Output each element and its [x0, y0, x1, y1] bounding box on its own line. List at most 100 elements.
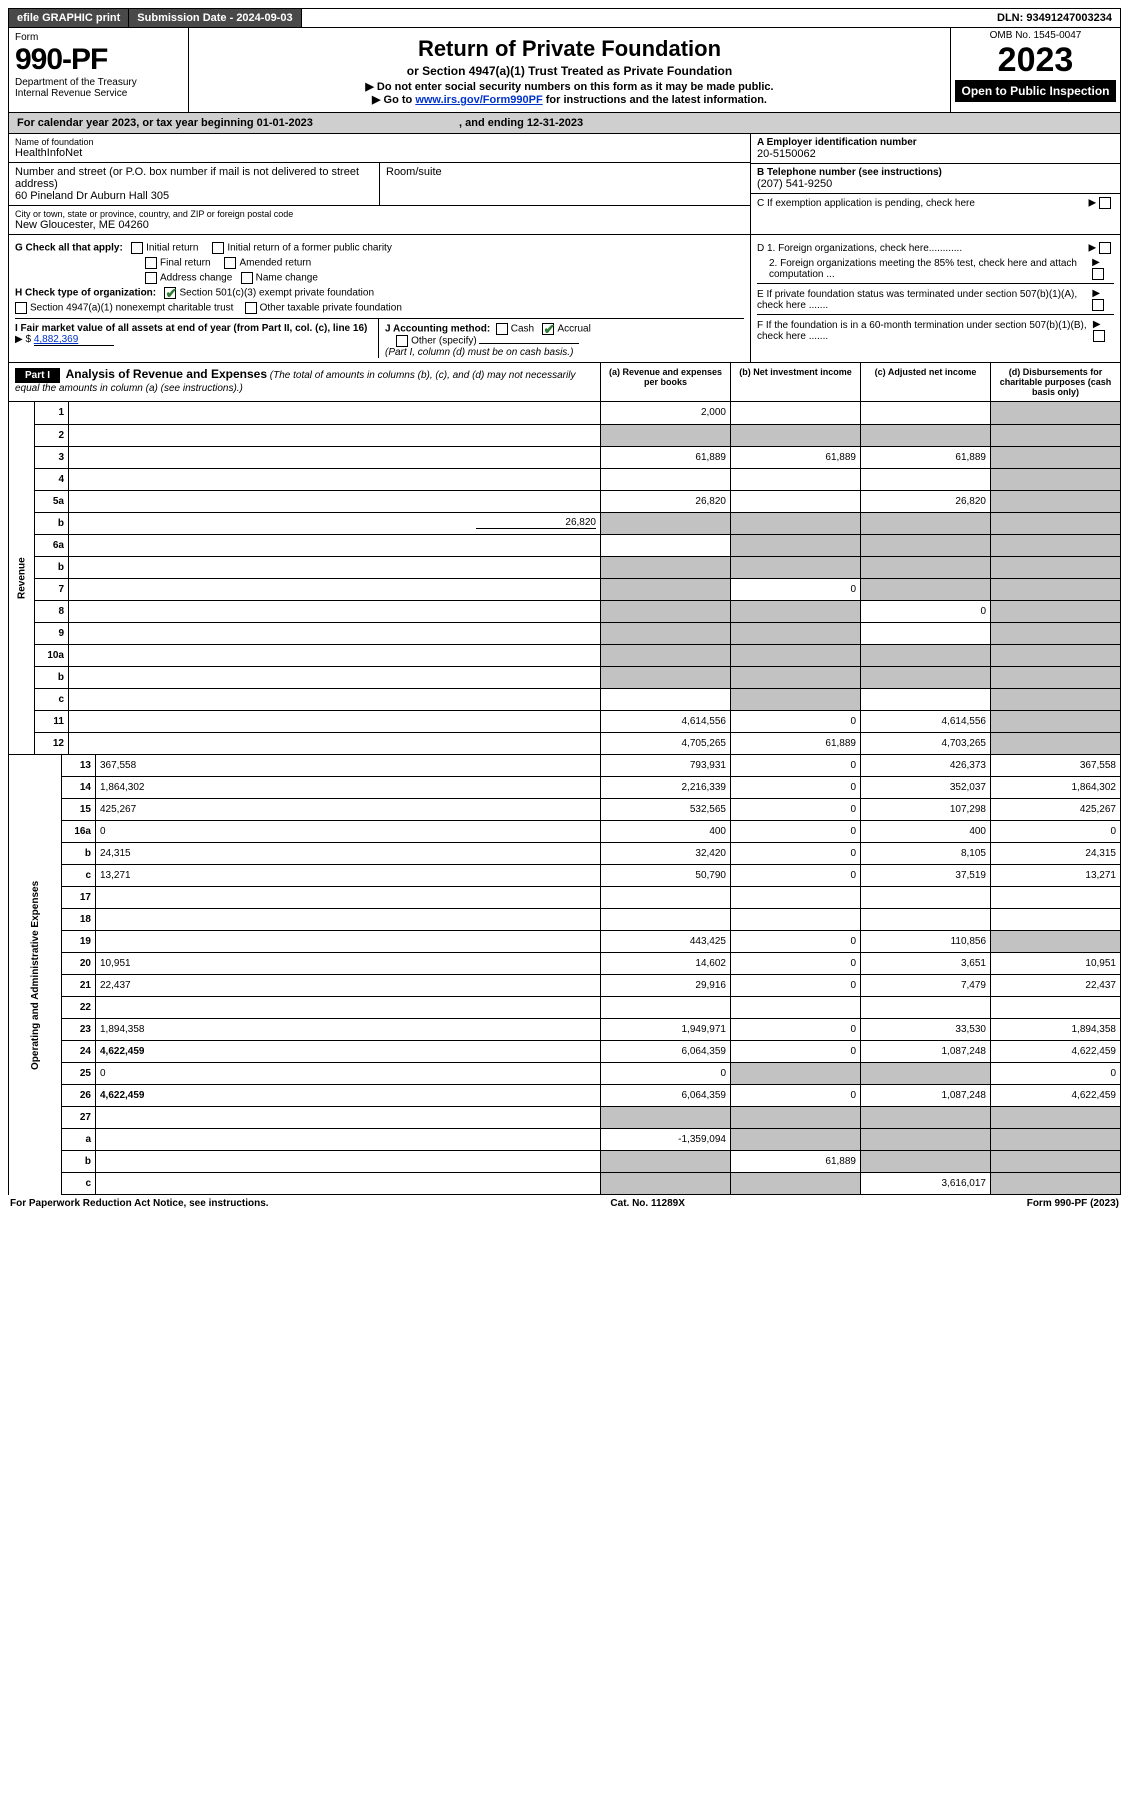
line-description	[69, 402, 601, 424]
line-number: 14	[62, 777, 96, 799]
line-number: 19	[62, 931, 96, 953]
initial-return-checkbox[interactable]	[131, 242, 143, 254]
other-taxable-checkbox[interactable]	[245, 302, 257, 314]
value-cell: 0	[731, 1041, 861, 1063]
value-cell: 0	[731, 821, 861, 843]
irs-link[interactable]: www.irs.gov/Form990PF	[415, 94, 542, 106]
line-description: 0	[96, 1063, 601, 1085]
value-cell	[861, 1107, 991, 1129]
value-cell	[991, 490, 1121, 512]
city-value: New Gloucester, ME 04260	[15, 219, 744, 231]
line-description: 22,437	[96, 975, 601, 997]
value-cell	[991, 446, 1121, 468]
d2-checkbox[interactable]	[1092, 268, 1104, 280]
value-cell	[991, 424, 1121, 446]
line-number: c	[35, 688, 69, 710]
h-label: H Check type of organization:	[15, 288, 156, 299]
value-cell	[991, 1173, 1121, 1195]
value-cell: 0	[731, 578, 861, 600]
value-cell	[861, 578, 991, 600]
value-cell	[731, 600, 861, 622]
line-description	[69, 644, 601, 666]
line-number: b	[35, 666, 69, 688]
d1-label: D 1. Foreign organizations, check here..…	[757, 243, 962, 254]
value-cell	[991, 666, 1121, 688]
cash-checkbox[interactable]	[496, 323, 508, 335]
value-cell	[861, 1063, 991, 1085]
accrual-checkbox[interactable]	[542, 323, 554, 335]
value-cell: 0	[991, 1063, 1121, 1085]
initial-former-checkbox[interactable]	[212, 242, 224, 254]
entity-info: Name of foundation HealthInfoNet Number …	[8, 134, 1121, 235]
value-cell	[861, 909, 991, 931]
line-number: c	[62, 1173, 96, 1195]
line-description	[69, 600, 601, 622]
value-cell	[991, 622, 1121, 644]
value-cell	[991, 578, 1121, 600]
line-description: 4,622,459	[96, 1085, 601, 1107]
value-cell	[991, 556, 1121, 578]
value-cell: 6,064,359	[601, 1085, 731, 1107]
other-method-checkbox[interactable]	[396, 335, 408, 347]
value-cell	[991, 600, 1121, 622]
value-cell: 4,614,556	[861, 710, 991, 732]
line-number: b	[35, 512, 69, 534]
value-cell	[861, 1151, 991, 1173]
final-return-checkbox[interactable]	[145, 257, 157, 269]
cash-basis-note: (Part I, column (d) must be on cash basi…	[385, 347, 573, 358]
value-cell: 0	[731, 953, 861, 975]
line-description	[69, 688, 601, 710]
line-description	[96, 887, 601, 909]
value-cell: 426,373	[861, 755, 991, 777]
value-cell: 61,889	[861, 446, 991, 468]
e-checkbox[interactable]	[1092, 299, 1104, 311]
value-cell	[731, 688, 861, 710]
line-number: 24	[62, 1041, 96, 1063]
value-cell: 0	[731, 975, 861, 997]
form-subtitle: or Section 4947(a)(1) Trust Treated as P…	[199, 64, 940, 78]
value-cell: 14,602	[601, 953, 731, 975]
fmv-value[interactable]: 4,882,369	[34, 334, 114, 346]
value-cell	[731, 909, 861, 931]
line-number: 12	[35, 732, 69, 754]
expense-table: Operating and Administrative Expenses133…	[8, 755, 1121, 1196]
value-cell	[991, 688, 1121, 710]
cat-no: Cat. No. 11289X	[610, 1198, 684, 1209]
name-change-checkbox[interactable]	[241, 272, 253, 284]
f-checkbox[interactable]	[1093, 330, 1105, 342]
value-cell	[601, 909, 731, 931]
line-number: b	[62, 843, 96, 865]
foundation-name-label: Name of foundation	[15, 137, 744, 147]
check-section: G Check all that apply: Initial return I…	[8, 235, 1121, 363]
part1-label: Part I	[15, 368, 60, 383]
form-header: Form 990-PF Department of the Treasury I…	[8, 28, 1121, 113]
d1-checkbox[interactable]	[1099, 242, 1111, 254]
line-description: 26,820	[69, 512, 601, 534]
amended-checkbox[interactable]	[224, 257, 236, 269]
exemption-checkbox[interactable]	[1099, 197, 1111, 209]
value-cell	[731, 468, 861, 490]
dept-treasury: Department of the Treasury	[15, 77, 182, 88]
line-description	[96, 997, 601, 1019]
phone-label: B Telephone number (see instructions)	[757, 167, 1114, 178]
value-cell	[991, 887, 1121, 909]
value-cell	[731, 512, 861, 534]
line-number: 6a	[35, 534, 69, 556]
col-b-header: (b) Net investment income	[730, 363, 860, 401]
line-number: a	[62, 1129, 96, 1151]
value-cell: 425,267	[991, 799, 1121, 821]
value-cell	[731, 666, 861, 688]
irs-label: Internal Revenue Service	[15, 88, 182, 99]
value-cell: 1,087,248	[861, 1085, 991, 1107]
value-cell: 37,519	[861, 865, 991, 887]
fmv-label: I Fair market value of all assets at end…	[15, 323, 367, 334]
value-cell: 1,864,302	[991, 777, 1121, 799]
form-word: Form	[15, 32, 182, 43]
line-number: 20	[62, 953, 96, 975]
address-change-checkbox[interactable]	[145, 272, 157, 284]
501c3-checkbox[interactable]	[164, 287, 176, 299]
efile-button[interactable]: efile GRAPHIC print	[9, 9, 129, 27]
4947-checkbox[interactable]	[15, 302, 27, 314]
line-description: 24,315	[96, 843, 601, 865]
calendar-year-line: For calendar year 2023, or tax year begi…	[8, 113, 1121, 134]
